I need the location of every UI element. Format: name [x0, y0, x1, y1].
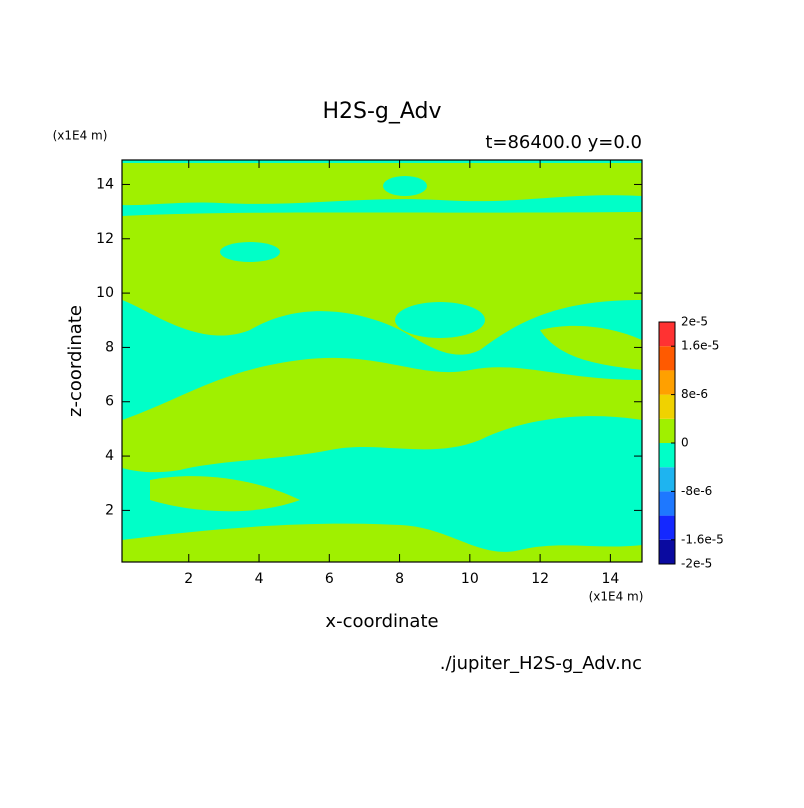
x-tick-label: 14 — [601, 571, 619, 587]
contour-region — [383, 176, 427, 196]
colorbar-band — [659, 322, 675, 347]
x-tick-label: 4 — [255, 571, 264, 587]
chart-title: H2S-g_Adv — [322, 99, 441, 124]
y-tick-label: 6 — [105, 394, 114, 410]
colorbar-tick-label: -8e-6 — [681, 484, 712, 498]
colorbar-tick-label: -2e-5 — [681, 557, 712, 571]
x-axis-label: x-coordinate — [325, 611, 438, 632]
chart-subtitle: t=86400.0 y=0.0 — [485, 132, 642, 153]
colorbar-band — [659, 418, 675, 443]
x-tick-label: 8 — [395, 571, 404, 587]
x-tick-label: 10 — [461, 571, 479, 587]
colorbar-tick-label: 8e-6 — [681, 387, 708, 401]
colorbar-tick-label: 1.6e-5 — [681, 339, 719, 353]
colorbar-tick-label: 0 — [681, 436, 689, 450]
x-unit: (x1E4 m) — [589, 590, 644, 604]
colorbar-band — [659, 515, 675, 540]
y-axis-label: z-coordinate — [65, 305, 86, 417]
x-tick-label: 6 — [325, 571, 334, 587]
colorbar-band — [659, 539, 675, 564]
contour-region — [122, 523, 642, 562]
y-tick-label: 12 — [96, 231, 114, 247]
contour-region — [122, 357, 642, 473]
x-tick-label: 12 — [531, 571, 549, 587]
colorbar-band — [659, 491, 675, 516]
contour-region — [220, 242, 280, 262]
y-tick-label: 8 — [105, 339, 114, 355]
contour-region — [122, 163, 642, 206]
y-tick-label: 2 — [105, 502, 114, 518]
colorbar-band — [659, 467, 675, 492]
plot-frame — [121, 159, 643, 563]
colorbar-tick-label: -1.6e-5 — [681, 532, 724, 546]
x-tick-label: 2 — [184, 571, 193, 587]
y-tick-label: 10 — [96, 285, 114, 301]
source-file: ./jupiter_H2S-g_Adv.nc — [440, 653, 642, 674]
colorbar-band — [659, 394, 675, 419]
y-tick-label: 4 — [105, 448, 114, 464]
colorbar-band — [659, 443, 675, 468]
contour-region — [150, 476, 300, 512]
contour-field — [122, 160, 642, 562]
colorbar-tick-label: 2e-5 — [681, 315, 708, 329]
colorbar-band — [659, 370, 675, 395]
colorbar-band — [659, 346, 675, 371]
contour-region — [395, 302, 485, 338]
y-tick-label: 14 — [96, 176, 114, 192]
contour-region — [540, 325, 642, 370]
y-unit: (x1E4 m) — [53, 129, 108, 143]
